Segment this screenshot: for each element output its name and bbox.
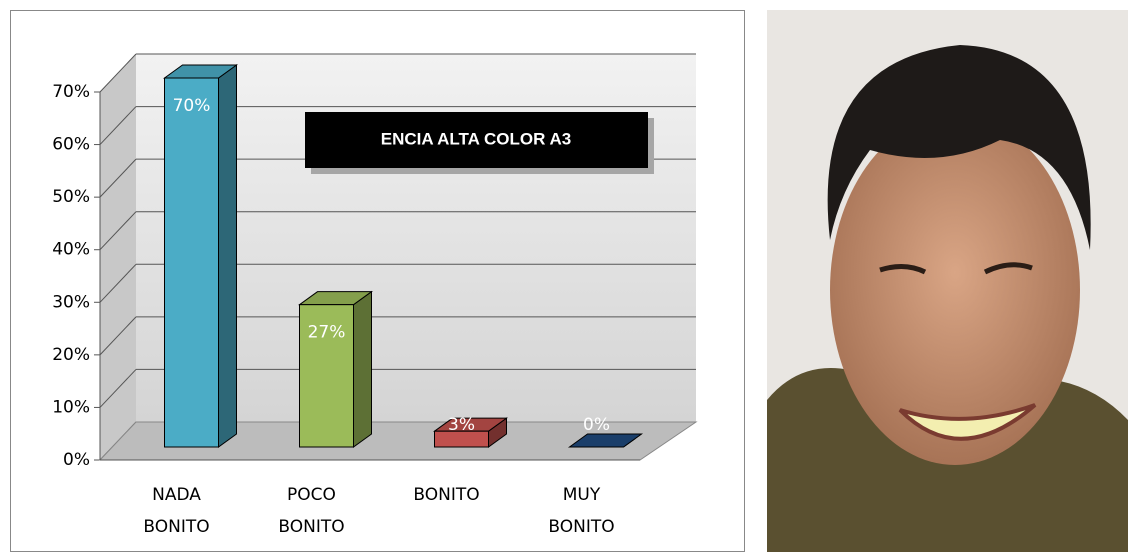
bar-side — [354, 292, 372, 447]
value-label: 0% — [583, 415, 610, 435]
page: {"chart_data": {"type": "bar3d", "title"… — [0, 0, 1133, 556]
value-label: 3% — [448, 415, 475, 435]
x-tick-label: BONITO — [413, 485, 479, 505]
y-tick-label: 60% — [52, 135, 90, 155]
chart-title: ENCIA ALTA COLOR A3 — [381, 129, 571, 148]
photo — [767, 10, 1128, 552]
y-tick-label: 30% — [52, 292, 90, 312]
screenshot: 0%10%20%30%40%50%60%70%70%NADABONITO27%P… — [0, 0, 1133, 556]
y-tick-label: 40% — [52, 240, 90, 260]
face — [830, 115, 1080, 465]
y-tick-label: 10% — [52, 397, 90, 417]
y-tick-label: 50% — [52, 187, 90, 207]
y-tick-label: 70% — [52, 82, 90, 102]
bar-side — [219, 65, 237, 447]
bar — [165, 78, 219, 447]
y-tick-label: 0% — [63, 450, 90, 470]
y-tick-label: 20% — [52, 345, 90, 365]
side-wall — [100, 54, 136, 460]
value-label: 70% — [173, 96, 211, 116]
value-label: 27% — [308, 323, 346, 343]
